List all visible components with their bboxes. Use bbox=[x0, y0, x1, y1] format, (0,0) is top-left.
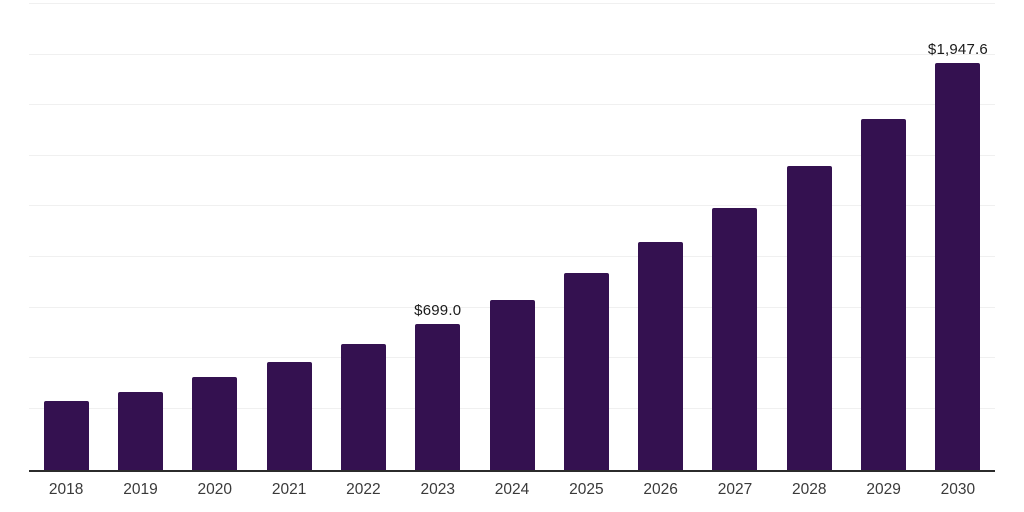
bar-group-2030: $1,947.6 bbox=[921, 0, 995, 470]
bar-group-2021 bbox=[252, 0, 326, 470]
x-tick-label-2026: 2026 bbox=[643, 481, 678, 498]
bar-group-2019 bbox=[103, 0, 177, 470]
x-tick-label-2030: 2030 bbox=[940, 481, 976, 498]
bar-2022 bbox=[340, 344, 386, 470]
bar-2019 bbox=[117, 392, 163, 470]
bar-group-2020 bbox=[178, 0, 252, 470]
bar-2029 bbox=[861, 119, 907, 470]
gridline bbox=[29, 104, 995, 106]
plot-area: $699.0 $1,947.6 2018 2019 2020 2021 2022 2023 2… bbox=[29, 0, 995, 512]
bar-2028 bbox=[786, 166, 832, 470]
x-tick-label-2020: 2020 bbox=[197, 481, 233, 498]
bar-group-2027 bbox=[698, 0, 772, 470]
gridline bbox=[29, 53, 995, 55]
bar-2025 bbox=[563, 273, 609, 470]
bar-group-2029 bbox=[846, 0, 920, 470]
bar-2026 bbox=[638, 242, 684, 470]
x-tick-label-2021: 2021 bbox=[271, 481, 307, 498]
bar-2018 bbox=[43, 401, 89, 470]
x-tick-label-2027: 2027 bbox=[717, 481, 753, 498]
x-tick-label-2028: 2028 bbox=[792, 481, 827, 498]
bar-group-2018 bbox=[29, 0, 103, 470]
bar-2023: $699.0 bbox=[414, 302, 461, 470]
bar-2020 bbox=[192, 377, 238, 470]
x-tick-label-2018: 2018 bbox=[48, 481, 84, 498]
x-tick-label-2024: 2024 bbox=[494, 481, 530, 498]
gridline bbox=[29, 256, 995, 257]
x-tick-label-2019: 2019 bbox=[123, 481, 158, 498]
bar-group-2025 bbox=[549, 0, 623, 470]
gridline bbox=[29, 205, 995, 207]
x-tick-label-2029: 2029 bbox=[866, 481, 901, 498]
bar-group-2023: $699.0 bbox=[401, 0, 475, 470]
bar-2021 bbox=[266, 362, 312, 470]
x-tick-label-2023: 2023 bbox=[420, 481, 455, 498]
bar-2024 bbox=[489, 300, 535, 470]
x-axis-labels: 2018 2019 2020 2021 2022 2023 2024 2025 2026 2027… bbox=[29, 481, 995, 499]
bar-group-2022 bbox=[326, 0, 400, 470]
gridline bbox=[29, 154, 995, 156]
bar-group-2024 bbox=[475, 0, 549, 470]
bar-group-2026 bbox=[624, 0, 698, 470]
x-tick-label-2025: 2025 bbox=[569, 481, 604, 498]
bar-group-2028 bbox=[772, 0, 846, 470]
bar-2027 bbox=[712, 208, 758, 470]
bar-value-label-2023: $699.0 bbox=[414, 302, 462, 319]
bars-row: $699.0 $1,947.6 bbox=[29, 0, 995, 470]
x-axis-line bbox=[29, 470, 995, 472]
bar-value-label-2030: $1,947.6 bbox=[927, 41, 988, 58]
x-tick-label-2022: 2022 bbox=[346, 481, 381, 498]
bar-2030: $1,947.6 bbox=[928, 41, 988, 470]
gridline bbox=[29, 3, 995, 4]
